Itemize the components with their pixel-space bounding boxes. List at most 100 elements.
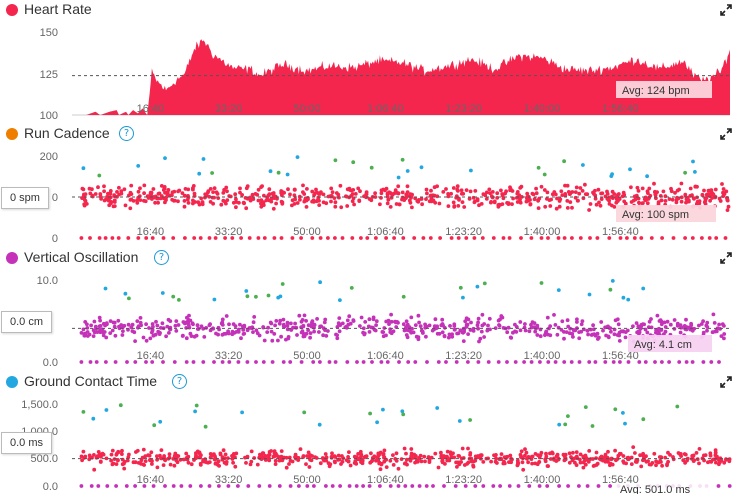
data-point: [298, 197, 302, 202]
data-point: [79, 484, 84, 488]
data-point: [234, 200, 239, 204]
data-point: [318, 236, 323, 240]
expand-arrows-icon[interactable]: [720, 128, 732, 140]
y-tick-label: 125: [40, 69, 58, 81]
data-point: [288, 192, 292, 197]
data-point: [559, 189, 564, 194]
data-point: [649, 317, 653, 321]
data-point: [701, 360, 706, 364]
data-point: [382, 455, 387, 459]
data-point: [367, 330, 372, 334]
data-point: [347, 314, 352, 319]
data-point: [723, 236, 728, 240]
data-point: [679, 195, 684, 200]
data-point: [159, 184, 164, 188]
data-point: [207, 323, 212, 328]
data-point: [374, 455, 379, 460]
data-point: [151, 187, 156, 191]
data-point: [240, 410, 245, 415]
data-point: [689, 323, 694, 328]
data-point: [519, 236, 523, 240]
data-point: [385, 201, 390, 206]
data-point: [369, 198, 374, 203]
data-point: [417, 456, 421, 460]
data-point: [340, 459, 345, 464]
data-point: [461, 456, 466, 460]
data-point: [515, 463, 520, 468]
data-point: [115, 190, 119, 194]
data-point: [544, 454, 549, 459]
help-icon[interactable]: ?: [172, 374, 187, 389]
data-point: [335, 333, 339, 337]
data-point: [665, 463, 669, 468]
data-point: [261, 325, 266, 330]
data-point: [141, 447, 146, 452]
data-point: [508, 335, 513, 340]
data-point: [636, 189, 641, 193]
data-point: [318, 461, 323, 466]
data-point: [587, 360, 592, 364]
data-point: [508, 453, 513, 458]
data-point: [647, 195, 652, 200]
help-icon[interactable]: ?: [119, 126, 134, 141]
data-point: [163, 484, 167, 488]
data-point: [297, 313, 302, 318]
data-point: [120, 452, 124, 456]
data-point: [588, 236, 592, 240]
data-point: [186, 201, 191, 205]
data-point: [389, 319, 394, 324]
data-point: [274, 319, 279, 323]
data-point: [653, 193, 658, 197]
x-tick-label: 1:40:00: [524, 103, 561, 115]
data-point: [486, 323, 490, 328]
data-point: [588, 202, 593, 206]
data-point: [355, 360, 359, 364]
data-point: [104, 335, 109, 340]
data-point: [317, 198, 321, 203]
data-point: [599, 197, 604, 201]
data-point: [649, 236, 654, 240]
data-point: [327, 464, 332, 469]
data-point: [320, 456, 325, 460]
data-point: [285, 172, 290, 177]
data-point: [347, 484, 352, 488]
data-point: [170, 197, 175, 202]
data-point: [410, 192, 414, 197]
data-point: [511, 330, 515, 335]
data-point: [400, 157, 405, 162]
data-point: [705, 192, 710, 197]
data-point: [276, 170, 281, 175]
data-point: [657, 326, 661, 331]
expand-arrows-icon[interactable]: [720, 376, 732, 388]
avg-label: Avg: 501.0 ms: [620, 484, 691, 494]
data-point: [108, 319, 113, 323]
data-point: [245, 294, 250, 299]
data-point: [388, 205, 393, 209]
data-point: [261, 451, 266, 455]
data-point: [148, 190, 153, 195]
data-point: [495, 191, 500, 196]
data-point: [720, 322, 725, 327]
data-point: [203, 424, 208, 429]
data-point: [92, 330, 97, 335]
data-point: [635, 185, 640, 190]
data-point: [518, 320, 523, 324]
data-point: [472, 236, 477, 240]
data-point: [537, 196, 542, 201]
data-point: [615, 457, 620, 461]
data-point: [481, 484, 486, 488]
data-point: [717, 196, 722, 201]
data-point: [437, 331, 442, 336]
expand-arrows-icon[interactable]: [720, 252, 732, 264]
data-point: [543, 204, 548, 209]
expand-arrows-icon[interactable]: [720, 4, 732, 16]
data-point: [692, 196, 696, 201]
help-icon[interactable]: ?: [154, 250, 169, 265]
data-point: [429, 193, 434, 198]
data-point: [96, 484, 101, 488]
data-point: [479, 329, 484, 334]
data-point: [249, 459, 254, 464]
data-point: [536, 165, 541, 170]
data-point: [403, 484, 408, 488]
data-point: [223, 236, 228, 240]
